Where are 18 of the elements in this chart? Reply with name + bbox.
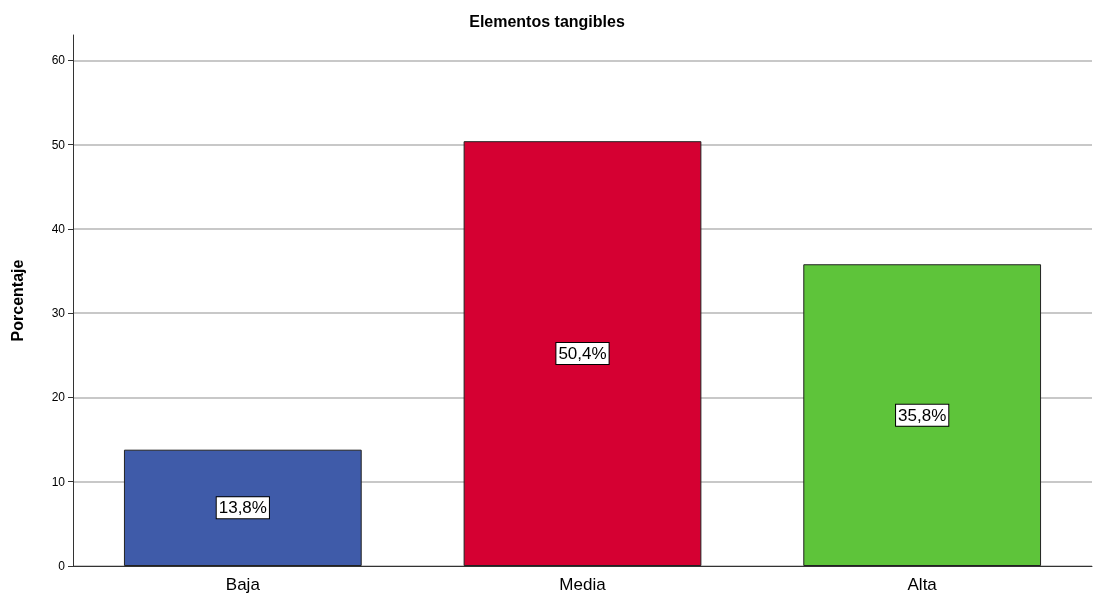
y-tick-label: 60	[51, 53, 66, 68]
y-tick-label: 50	[51, 137, 66, 152]
x-tick-label: Alta	[907, 575, 938, 594]
chart-title: Elementos tangibles	[469, 12, 625, 30]
y-axis-title: Porcentaje	[8, 259, 26, 342]
bar	[463, 141, 702, 566]
x-tick-label: Media	[559, 575, 607, 594]
y-tick-label: 10	[51, 474, 66, 489]
bar	[803, 264, 1042, 566]
data-label: 13,8%	[218, 498, 267, 518]
x-tick-label: Baja	[225, 575, 261, 594]
y-tick-label: 20	[51, 390, 66, 405]
y-tick-label: 40	[51, 221, 66, 236]
data-label: 35,8%	[898, 405, 947, 425]
y-tick-label: 0	[58, 559, 66, 573]
bar	[123, 449, 362, 566]
y-tick-label: 30	[51, 306, 66, 321]
data-label: 50,4%	[558, 344, 607, 364]
